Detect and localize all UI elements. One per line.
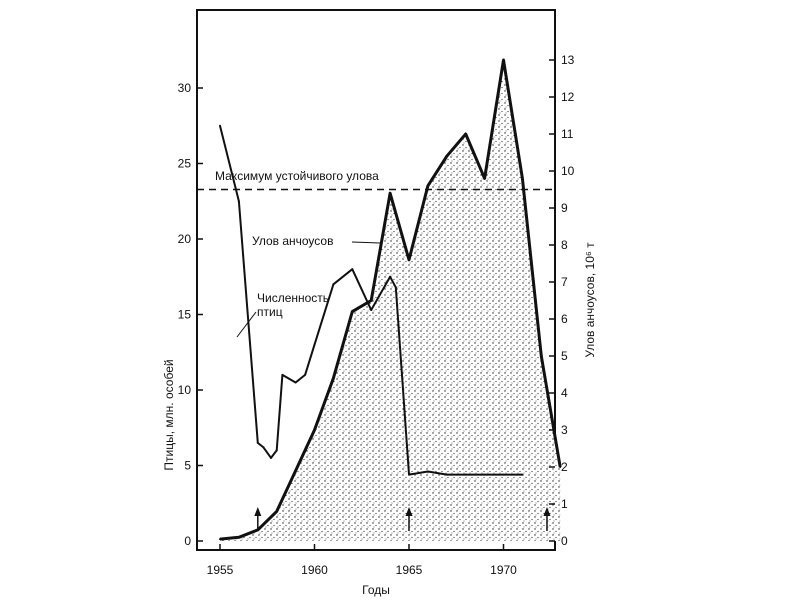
right-tick-label: 3 <box>561 423 568 437</box>
reference-line-label: Максимум устойчивого улова <box>215 169 379 183</box>
birds-data-point <box>445 473 448 476</box>
birds-data-point <box>426 470 429 473</box>
catch-data-point <box>464 133 467 135</box>
birds-series-label-line1: Численность <box>257 291 329 305</box>
birds-data-point <box>502 473 505 476</box>
birds-data-point <box>219 124 221 127</box>
catch-data-point <box>332 377 335 380</box>
arrow-marker-head <box>543 507 551 516</box>
birds-data-point <box>256 441 259 444</box>
catch-data-point <box>408 258 410 261</box>
birds-series-label-line2: птиц <box>257 305 283 319</box>
birds-data-point <box>270 456 272 459</box>
x-axis-ticks: 1955 1960 1965 1970 <box>207 544 517 577</box>
catch-data-point <box>370 299 373 302</box>
x-tick-label: 1965 <box>396 563 423 577</box>
catch-data-point <box>237 536 240 539</box>
x-tick-label: 1960 <box>301 563 328 577</box>
birds-label-leader <box>236 311 257 338</box>
left-tick-label: 20 <box>178 232 192 246</box>
left-tick-label: 0 <box>184 534 191 548</box>
catch-data-point <box>219 538 221 541</box>
right-tick-label: 1 <box>561 497 568 511</box>
left-tick-label: 10 <box>178 383 192 397</box>
x-axis-title: Годы <box>362 583 390 597</box>
catch-data-point <box>313 429 316 431</box>
plot-frame <box>196 9 556 551</box>
birds-data-point <box>304 373 307 376</box>
birds-data-point <box>294 381 297 384</box>
arrow-marker-layer <box>254 507 551 531</box>
left-tick-label: 15 <box>178 308 192 322</box>
right-tick-label: 11 <box>561 127 574 141</box>
left-tick-label: 5 <box>184 459 191 473</box>
right-tick-label: 6 <box>561 312 568 326</box>
arrow-marker-head <box>405 507 413 516</box>
birds-line-layer <box>219 124 524 476</box>
catch-data-point <box>389 192 392 195</box>
birds-data-point <box>237 200 240 203</box>
birds-data-point <box>351 268 354 271</box>
birds-data-point <box>483 473 486 476</box>
birds-data-point <box>281 373 284 376</box>
birds-data-point <box>275 449 278 452</box>
right-tick-label: 13 <box>561 53 575 67</box>
catch-area-fill <box>220 60 561 541</box>
catch-label-leader <box>351 241 381 244</box>
birds-data-point <box>389 275 392 278</box>
birds-data-point <box>408 473 410 476</box>
right-axis-title: Улов анчоусов, 10⁶ т <box>583 242 597 358</box>
catch-data-point <box>521 177 524 180</box>
right-tick-label: 5 <box>561 349 568 363</box>
birds-data-point <box>262 446 265 449</box>
right-tick-label: 7 <box>561 275 568 289</box>
catch-data-point <box>294 469 297 472</box>
right-tick-label: 8 <box>561 238 568 252</box>
right-tick-label: 10 <box>561 164 575 178</box>
catch-data-point <box>559 466 562 468</box>
arrow-marker-head <box>254 507 262 516</box>
left-tick-label: 25 <box>178 157 192 171</box>
catch-data-point <box>483 177 486 180</box>
catch-data-point <box>351 310 354 313</box>
catch-data-point <box>426 184 429 187</box>
catch-data-point <box>502 59 505 61</box>
birds-data-point <box>394 286 397 289</box>
catch-area-layer <box>219 58 562 541</box>
birds-series-line <box>219 125 523 476</box>
x-tick-label: 1955 <box>207 563 234 577</box>
birds-data-point <box>313 343 316 346</box>
birds-data-point <box>370 309 373 311</box>
catch-data-point <box>275 510 278 513</box>
birds-data-point <box>464 473 467 476</box>
right-tick-label: 12 <box>561 90 575 104</box>
left-axis-title: Птицы, млн. особей <box>162 359 176 470</box>
catch-data-point <box>540 355 543 357</box>
birds-data-point <box>521 473 524 476</box>
left-tick-label: 30 <box>178 81 192 95</box>
right-tick-label: 9 <box>561 201 568 215</box>
birds-data-point <box>332 283 335 286</box>
right-tick-label: 4 <box>561 386 568 400</box>
catch-data-point <box>445 155 448 158</box>
x-tick-label: 1970 <box>490 563 517 577</box>
right-tick-label: 2 <box>561 460 568 474</box>
right-tick-label: 0 <box>561 534 568 548</box>
left-axis-ticks: 0 5 10 15 20 25 30 <box>178 81 203 548</box>
catch-series-label: Улов анчоусов <box>252 234 333 248</box>
